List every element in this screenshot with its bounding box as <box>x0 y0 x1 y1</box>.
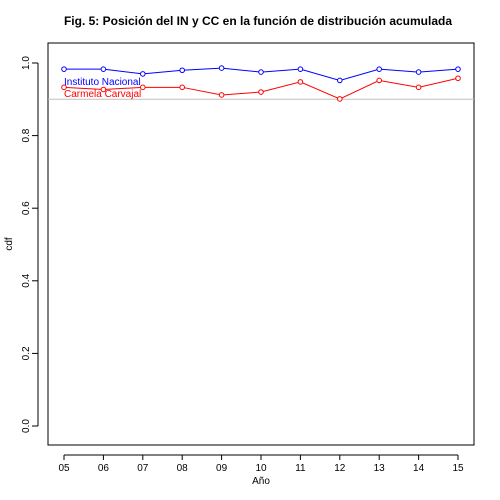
series-label-instituto-nacional: Instituto Nacional <box>64 77 141 88</box>
plot-frame <box>47 42 475 446</box>
x-tick-label: 08 <box>177 463 189 474</box>
x-tick-label: 11 <box>295 463 306 474</box>
x-tick-label: 13 <box>374 463 386 474</box>
data-point-instituto-nacional <box>61 66 67 72</box>
data-point-carmela-carvajal <box>455 75 461 82</box>
y-axis: 0.0 0.2 0.4 0.6 0.8 1.0 <box>21 56 39 433</box>
data-point-instituto-nacional <box>218 65 225 71</box>
x-tick-label: 14 <box>413 463 425 474</box>
x-axis-label: Año <box>252 476 270 487</box>
data-point-carmela-carvajal <box>100 86 107 93</box>
y-tick-label: 0.2 <box>21 346 32 360</box>
x-tick-label: 07 <box>137 463 149 474</box>
data-point-instituto-nacional <box>376 66 383 72</box>
x-tick-label: 09 <box>216 463 228 474</box>
data-point-instituto-nacional <box>297 66 304 72</box>
x-tick-label: 06 <box>98 463 110 474</box>
data-point-carmela-carvajal <box>337 96 343 102</box>
data-point-instituto-nacional <box>337 77 343 84</box>
x-axis: 05 06 07 08 09 10 11 12 13 14 15 <box>58 454 464 474</box>
y-tick-label: 1.0 <box>21 56 32 70</box>
y-tick-label: 0.6 <box>21 201 32 215</box>
x-tick-label: 05 <box>58 463 70 474</box>
data-point-carmela-carvajal <box>258 89 264 95</box>
x-tick-label: 10 <box>255 463 267 474</box>
data-point-instituto-nacional <box>455 66 461 72</box>
y-tick-label: 0.8 <box>21 128 32 142</box>
data-point-carmela-carvajal <box>140 84 146 91</box>
x-tick-label: 15 <box>452 463 464 474</box>
y-axis-label: cdf <box>4 237 15 251</box>
data-point-instituto-nacional <box>179 67 185 74</box>
data-point-instituto-nacional <box>140 71 146 77</box>
data-point-carmela-carvajal <box>179 84 185 91</box>
data-point-instituto-nacional <box>258 69 264 75</box>
y-tick-label: 0.4 <box>21 273 32 287</box>
series-label-carmela-carvajal: Carmela Carvajal <box>64 89 141 100</box>
data-point-instituto-nacional <box>100 66 107 72</box>
data-point-carmela-carvajal <box>297 79 304 85</box>
data-point-carmela-carvajal <box>218 92 225 98</box>
data-point-carmela-carvajal <box>376 77 383 84</box>
y-tick-label: 0.0 <box>21 419 32 433</box>
x-tick-label: 12 <box>334 463 346 474</box>
chart-title: Fig. 5: Posición del IN y CC en la funci… <box>64 14 452 28</box>
data-point-carmela-carvajal <box>415 84 422 91</box>
data-point-instituto-nacional <box>415 69 422 75</box>
series-layer <box>61 65 461 102</box>
data-point-carmela-carvajal <box>61 84 67 91</box>
